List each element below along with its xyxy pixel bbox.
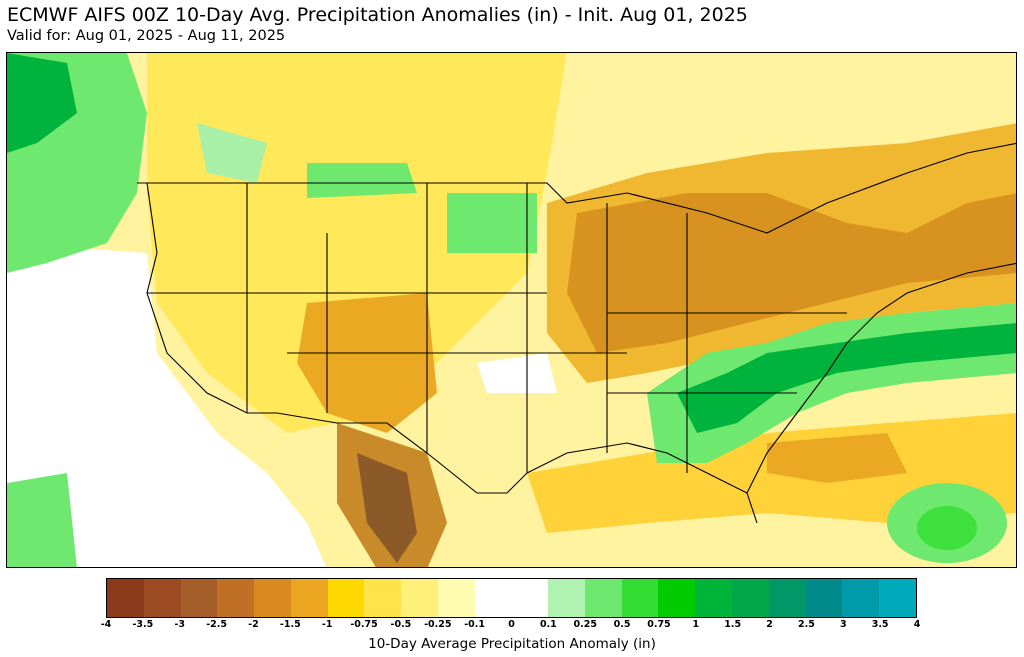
oklahoma-neutral-pocket	[477, 353, 557, 393]
scale-tick-label: -0.1	[464, 619, 486, 630]
scale-tick-label: -0.25	[424, 619, 452, 630]
color-swatch	[180, 579, 218, 617]
color-swatch	[474, 579, 512, 617]
color-swatch	[327, 579, 365, 617]
scale-tick-label: 0	[508, 619, 515, 630]
color-scale-bar	[106, 578, 917, 618]
atlantic-wet-core	[677, 323, 1016, 433]
color-swatch	[143, 579, 181, 617]
color-swatch	[107, 579, 144, 617]
pacific-neutral-zone	[7, 243, 327, 567]
color-swatch	[364, 579, 402, 617]
color-swatch	[584, 579, 622, 617]
canada-border	[137, 142, 1016, 234]
color-swatch	[768, 579, 806, 617]
color-swatch	[401, 579, 438, 617]
scale-tick-label: -2	[248, 619, 259, 630]
scale-tick-label: 2.5	[797, 619, 815, 630]
scale-tick-label: 2	[766, 619, 773, 630]
map-title: ECMWF AIFS 00Z 10-Day Avg. Precipitation…	[7, 4, 748, 26]
rockies-dry-area	[297, 293, 437, 433]
scale-tick-label: 3.5	[871, 619, 889, 630]
color-swatch	[658, 579, 696, 617]
color-swatch	[548, 579, 585, 617]
color-swatch	[805, 579, 843, 617]
map-canvas	[7, 53, 1016, 567]
color-swatch	[217, 579, 255, 617]
scale-tick-label: 0.75	[647, 619, 671, 630]
scale-tick-label: 3	[839, 619, 847, 630]
precipitation-anomaly-map	[6, 52, 1017, 568]
color-swatch	[842, 579, 880, 617]
color-swatch	[437, 579, 475, 617]
scale-tick-label: -1	[321, 619, 333, 630]
british-columbia-wet-core	[7, 53, 77, 153]
montana-wet-pocket	[307, 163, 417, 198]
scale-tick-label: -4	[100, 619, 112, 630]
valid-period: Valid for: Aug 01, 2025 - Aug 11, 2025	[7, 28, 286, 44]
scale-tick-label: -2.5	[206, 619, 227, 630]
sierra-madre-dry-core	[357, 453, 417, 563]
color-swatch	[695, 579, 733, 617]
scale-tick-label: -0.75	[350, 619, 378, 630]
color-scale-ticks: -4 -3.5 -3 -2.5 -2 -1.5 -1 -0.75 -0.5 -0.25 -0.1 0 0…	[101, 619, 921, 633]
scale-tick-label: 1.5	[724, 619, 742, 630]
color-swatch	[879, 579, 916, 617]
color-swatch	[290, 579, 328, 617]
dakotas-wet-pocket	[447, 193, 537, 253]
scale-tick-label: 0.25	[573, 619, 597, 630]
scale-tick-label: 0.5	[613, 619, 631, 630]
bahamas-wet-core	[917, 506, 977, 550]
eastern-pacific-wet-area	[7, 473, 77, 567]
color-swatch	[511, 579, 549, 617]
scale-tick-label: 1	[692, 619, 700, 630]
color-scale-label: 10-Day Average Precipitation Anomaly (in…	[368, 636, 656, 652]
scale-tick-label: -1.5	[279, 619, 301, 630]
idaho-wet-pocket	[197, 123, 267, 183]
color-swatch	[621, 579, 659, 617]
scale-tick-label: -3	[174, 619, 185, 630]
political-boundaries	[137, 142, 1016, 524]
caribbean-dry-patch	[767, 433, 907, 483]
scale-tick-label: -3.5	[132, 619, 154, 630]
scale-tick-label: 0.1	[539, 619, 557, 630]
color-swatch	[732, 579, 769, 617]
scale-tick-label: 4	[913, 619, 921, 630]
color-swatch	[254, 579, 291, 617]
east-coast	[746, 262, 1016, 494]
scale-tick-label: -0.5	[390, 619, 412, 630]
